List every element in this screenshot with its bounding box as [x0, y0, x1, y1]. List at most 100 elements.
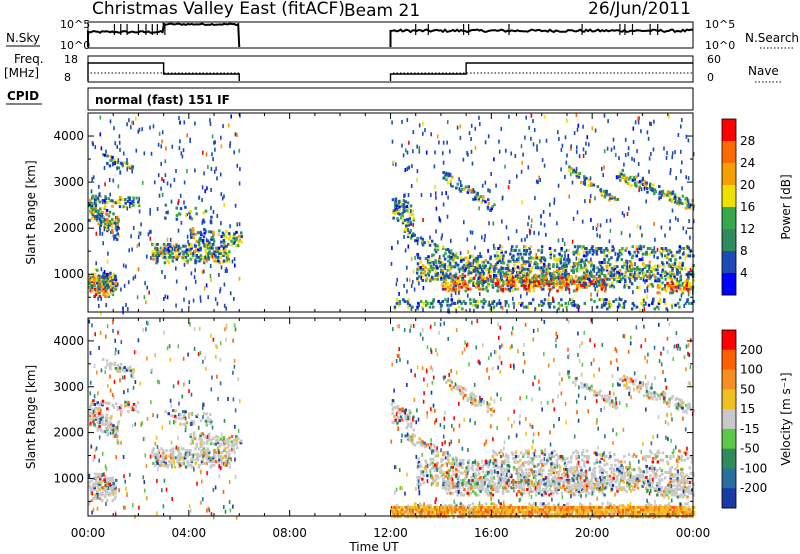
data-cell	[541, 271, 544, 275]
data-cell	[631, 475, 634, 479]
data-cell	[530, 480, 533, 484]
data-cell	[441, 191, 443, 196]
data-cell	[204, 209, 208, 213]
data-cell	[584, 282, 588, 286]
data-cell	[219, 252, 223, 256]
data-cell	[584, 199, 586, 204]
data-cell	[94, 145, 97, 150]
data-cell	[469, 488, 472, 491]
data-cell	[678, 256, 682, 260]
data-cell	[678, 488, 682, 491]
data-cell	[648, 274, 650, 279]
data-cell	[485, 268, 488, 272]
data-cell	[567, 248, 570, 252]
data-cell	[107, 493, 110, 497]
data-cell	[394, 201, 397, 205]
data-cell	[678, 261, 681, 265]
data-cell	[604, 486, 607, 490]
data-cell	[622, 480, 626, 484]
data-cell	[211, 254, 214, 259]
data-cell	[112, 212, 115, 216]
data-cell	[647, 479, 650, 483]
data-cell	[504, 476, 507, 480]
data-cell	[653, 254, 655, 259]
data-cell	[100, 401, 103, 405]
data-cell	[105, 489, 109, 493]
data-cell	[94, 472, 97, 476]
data-cell	[637, 120, 640, 125]
data-cell	[528, 125, 530, 130]
data-cell	[214, 456, 217, 460]
data-cell	[158, 193, 161, 198]
data-cell	[601, 491, 604, 495]
data-cell	[91, 207, 94, 211]
data-cell	[500, 278, 504, 282]
data-cell	[156, 454, 159, 458]
data-cell	[640, 244, 642, 249]
data-cell	[417, 477, 420, 481]
data-cell	[218, 261, 221, 265]
data-cell	[166, 463, 170, 467]
data-cell	[481, 270, 484, 273]
data-cell	[106, 259, 109, 264]
data-cell	[111, 157, 115, 161]
data-cell	[615, 478, 619, 482]
data-cell	[545, 278, 548, 282]
data-cell	[406, 435, 409, 439]
data-cell	[218, 252, 221, 256]
data-cell	[605, 193, 609, 197]
data-cell	[392, 406, 395, 410]
data-cell	[441, 233, 443, 238]
data-cell	[416, 305, 419, 309]
data-cell	[431, 451, 435, 455]
data-cell	[584, 488, 587, 491]
data-cell	[627, 146, 630, 151]
data-cell	[575, 488, 578, 491]
data-cell	[88, 484, 91, 488]
data-cell	[550, 467, 554, 471]
data-cell	[473, 308, 475, 313]
data-cell	[595, 278, 599, 282]
data-cell	[638, 245, 641, 249]
data-cell	[104, 487, 107, 491]
data-cell	[500, 250, 503, 254]
data-cell	[676, 486, 679, 490]
data-cell	[176, 454, 180, 458]
data-cell	[178, 413, 181, 417]
data-cell	[169, 460, 172, 464]
data-cell	[437, 300, 440, 303]
data-cell	[634, 181, 637, 185]
data-cell	[487, 277, 489, 282]
data-cell	[590, 478, 593, 482]
data-cell	[540, 221, 542, 226]
data-cell	[409, 204, 413, 208]
data-cell	[153, 452, 157, 456]
y-tick-label: 4000	[53, 129, 84, 143]
data-cell	[105, 212, 109, 216]
data-cell	[631, 480, 634, 484]
data-cell	[430, 275, 434, 279]
data-cell	[533, 464, 536, 468]
data-cell	[98, 200, 102, 204]
data-cell	[572, 289, 576, 293]
data-cell	[229, 144, 231, 149]
data-cell	[545, 280, 548, 284]
data-cell	[548, 272, 552, 276]
data-cell	[472, 260, 475, 265]
data-cell	[98, 424, 101, 428]
data-cell	[481, 283, 485, 287]
data-cell	[575, 473, 578, 477]
data-cell	[505, 488, 508, 491]
data-cell	[689, 207, 692, 211]
data-cell	[533, 255, 536, 260]
data-cell	[477, 283, 480, 287]
data-cell	[404, 228, 407, 232]
data-cell	[98, 276, 101, 280]
data-cell	[620, 258, 624, 262]
data-cell	[552, 264, 555, 268]
data-cell	[664, 283, 667, 287]
data-cell	[98, 480, 102, 484]
data-cell	[462, 300, 466, 303]
data-cell	[525, 468, 528, 472]
data-cell	[616, 270, 619, 274]
